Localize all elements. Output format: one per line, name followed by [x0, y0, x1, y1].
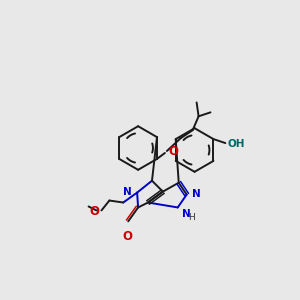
Text: OH: OH: [227, 139, 245, 149]
Text: N: N: [182, 209, 190, 219]
Text: O: O: [89, 205, 100, 218]
Text: N: N: [123, 187, 132, 196]
Text: H: H: [188, 213, 194, 222]
Text: O: O: [168, 146, 178, 158]
Text: N: N: [192, 189, 200, 199]
Text: O: O: [122, 230, 132, 243]
